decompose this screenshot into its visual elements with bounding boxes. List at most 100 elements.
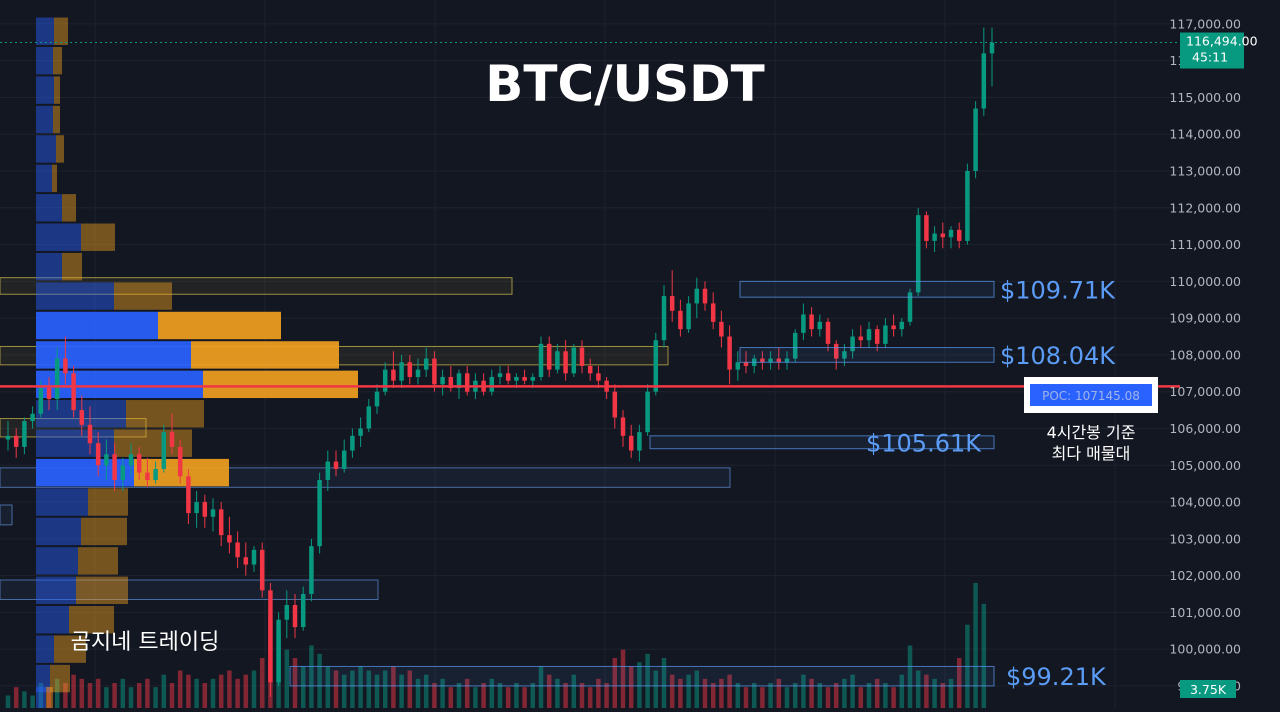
volume-bar — [604, 683, 609, 708]
volume-profile-buy — [36, 664, 50, 693]
volume-bar — [973, 583, 978, 708]
volume-bar — [432, 683, 437, 708]
volume-bar — [300, 666, 306, 708]
candle-body — [866, 329, 872, 341]
volume-bar — [489, 678, 495, 708]
price-tick-label: 111,000.00 — [1169, 237, 1241, 252]
volume-bar — [79, 678, 85, 708]
candle-body — [341, 450, 347, 469]
volume-bar — [538, 666, 544, 708]
level-label: $109.71K — [1000, 276, 1116, 304]
volume-bar — [415, 678, 421, 708]
volume-bar — [87, 683, 93, 708]
candle-body — [87, 424, 93, 444]
volume-bar — [653, 670, 659, 708]
volume-bar — [46, 687, 52, 708]
volume-profile-sell — [53, 46, 62, 75]
candle-body — [13, 435, 19, 447]
volume-profile-sell — [191, 341, 339, 369]
volume-bar — [702, 678, 708, 708]
volume-bar — [63, 683, 68, 708]
volume-bar — [678, 678, 683, 708]
candle-body — [227, 535, 232, 543]
volume-label-box: 3.75K — [1180, 680, 1236, 698]
candle-body — [177, 446, 183, 477]
volume-bar — [505, 687, 511, 708]
volume-bar — [71, 674, 76, 708]
candle-body — [63, 358, 68, 374]
volume-bar — [309, 645, 314, 708]
candle-body — [464, 373, 470, 392]
volume-bar — [661, 658, 667, 708]
volume-bar — [333, 670, 339, 708]
volume-bar — [833, 683, 839, 708]
volume-profile-buy — [36, 311, 158, 340]
price-levels: $109.71K $108.04K $105.61K $99.21K — [289, 276, 1116, 691]
candle-body — [719, 321, 724, 337]
volume-bar — [956, 658, 962, 708]
volume-bar — [842, 678, 847, 708]
watermark: 곰지네 트레이딩 — [71, 630, 220, 655]
candle-body — [596, 373, 601, 381]
volume-profile-buy — [36, 635, 54, 663]
candle-body — [924, 215, 929, 241]
volume-bar — [710, 683, 716, 708]
volume-bar — [448, 687, 454, 708]
volume-profile-buy — [36, 223, 81, 251]
candle-body — [153, 468, 158, 480]
candle-body — [268, 590, 273, 683]
candle-body — [243, 557, 249, 565]
candle-body — [940, 233, 946, 238]
candle-body — [22, 421, 27, 447]
candle-body — [710, 303, 716, 322]
volume-bar — [628, 666, 634, 708]
candle-body — [776, 358, 782, 363]
candle-body — [694, 288, 700, 304]
candle-body — [883, 325, 888, 344]
volume-bar — [284, 649, 290, 708]
volume-bar — [719, 678, 724, 708]
volume-bar — [825, 687, 831, 708]
candle-body — [415, 369, 421, 377]
candle-body — [850, 336, 855, 352]
volume-profile-buy — [36, 252, 62, 281]
level-label: $108.04K — [1000, 342, 1116, 370]
candle-body — [448, 376, 454, 389]
candle-body — [112, 454, 117, 480]
volume-bar — [924, 674, 929, 708]
volume-bar — [399, 674, 404, 708]
volume-bar — [407, 670, 413, 708]
volume-bar — [358, 666, 363, 708]
candle-body — [218, 509, 224, 536]
volume-bar — [473, 687, 478, 708]
volume-bar — [5, 695, 11, 708]
volume-bar — [186, 674, 191, 708]
volume-bar — [464, 678, 470, 708]
price-tick-label: 103,000.00 — [1169, 531, 1241, 546]
volume-bar — [768, 683, 773, 708]
volume-profile-buy — [36, 458, 134, 487]
candle-body — [489, 376, 495, 392]
poc-note-line1: 4시간봉 기준 — [1047, 423, 1136, 442]
profile-zone — [0, 418, 147, 438]
last-price-label: 116,494.00 — [1186, 34, 1258, 49]
volume-profile-sell — [114, 282, 172, 310]
candle-body — [391, 369, 396, 381]
candle-body — [399, 362, 404, 381]
candle-body — [874, 329, 880, 344]
level-zone — [289, 665, 995, 687]
candle-body — [514, 376, 519, 381]
candle-body — [973, 108, 978, 172]
volume-bar — [612, 658, 618, 708]
last-price-marker: 116,494.00 45:11 — [0, 32, 1258, 69]
volume-bar — [563, 683, 568, 708]
candle-body — [989, 42, 995, 54]
volume-bar — [456, 683, 462, 708]
price-tick-label: 110,000.00 — [1169, 274, 1241, 289]
volume-profile-sell — [62, 194, 76, 222]
volume-bar — [136, 683, 142, 708]
volume-profile-sell — [81, 517, 127, 546]
volume-profile-buy — [36, 194, 62, 222]
volume-bar — [883, 683, 888, 708]
